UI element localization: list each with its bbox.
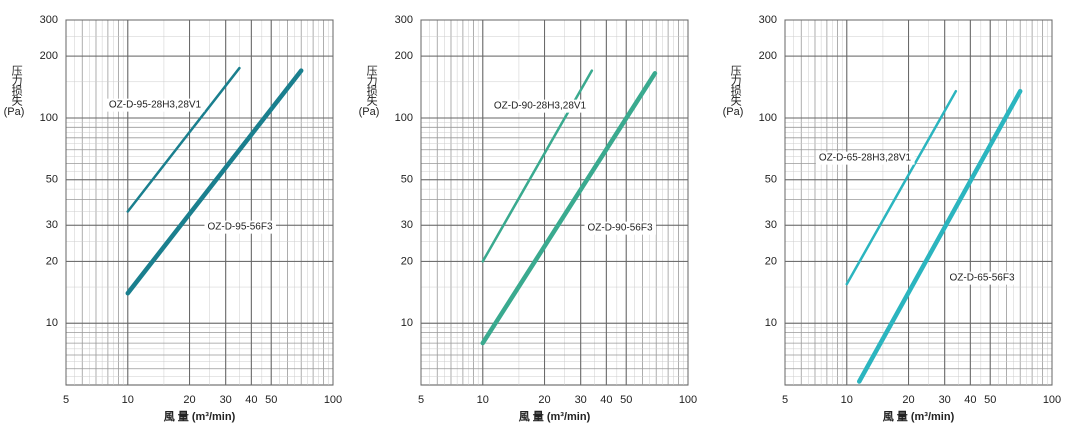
series-label-bg (584, 221, 656, 235)
x-axis-label: 風 量 (m³/min) (164, 410, 236, 423)
series-label: OZ-D-65-28H3,28V1 (819, 153, 912, 164)
series-line (480, 71, 658, 346)
y-tick-label: 100 (759, 112, 777, 124)
chart: 10 20 30 50 100 200 300 5 10 20 30 40 50 100 風 量 (m³/m… (359, 14, 698, 423)
x-tick-label: 100 (324, 394, 342, 406)
y-tick-label: 300 (395, 14, 413, 26)
series-label: OZ-D-90-56F3 (587, 223, 652, 234)
chart: 10 20 30 50 100 200 300 5 10 20 30 40 50 100 風 量 (m³/m… (723, 14, 1062, 423)
y-tick-label: 100 (40, 112, 58, 124)
x-tick-label: 40 (964, 394, 976, 406)
x-tick-label: 50 (620, 394, 632, 406)
y-tick-label: 10 (401, 317, 413, 329)
y-tick-label: 100 (395, 112, 413, 124)
y-tick-label: 30 (765, 219, 777, 231)
x-tick-label: 10 (122, 394, 134, 406)
y-axis-label: 压力损失 (365, 65, 378, 107)
series-line (845, 89, 958, 286)
x-tick-label: 100 (1043, 394, 1061, 406)
y-tick-label: 10 (46, 317, 58, 329)
x-tick-label: 5 (63, 394, 69, 406)
x-tick-label: 20 (902, 394, 914, 406)
series-label: OZ-D-65-56F3 (949, 273, 1014, 284)
y-tick-label: 300 (40, 14, 58, 26)
x-tick-label: 30 (939, 394, 951, 406)
y-axis-label: 压力损失 (10, 65, 23, 107)
x-tick-label: 30 (220, 394, 232, 406)
x-tick-label: 5 (418, 394, 424, 406)
y-axis-unit: (Pa) (359, 106, 380, 118)
plot-area (420, 19, 689, 386)
y-tick-label: 200 (759, 50, 777, 62)
x-tick-label: 40 (245, 394, 257, 406)
y-tick-label: 200 (40, 50, 58, 62)
y-tick-label: 20 (401, 255, 413, 267)
series-label-bg (490, 99, 590, 113)
x-axis-label: 風 量 (m³/min) (519, 410, 591, 423)
y-tick-label: 10 (765, 317, 777, 329)
y-tick-label: 50 (401, 174, 413, 186)
x-tick-label: 10 (477, 394, 489, 406)
x-axis-label: 風 量 (m³/min) (883, 410, 955, 423)
y-axis-unit: (Pa) (723, 106, 744, 118)
x-tick-label: 50 (984, 394, 996, 406)
y-tick-label: 300 (759, 14, 777, 26)
chart: 10 20 30 50 100 200 300 5 10 20 30 40 50 100 風 量 (m³/m… (4, 14, 343, 423)
x-tick-label: 20 (538, 394, 550, 406)
y-tick-label: 20 (46, 255, 58, 267)
series-label: OZ-D-95-28H3,28V1 (109, 100, 202, 111)
series-label: OZ-D-90-28H3,28V1 (494, 101, 587, 112)
series-label-bg (105, 98, 205, 112)
y-tick-label: 20 (765, 255, 777, 267)
series-line (126, 66, 241, 213)
x-tick-label: 100 (679, 394, 697, 406)
y-tick-label: 50 (765, 174, 777, 186)
series-label: OZ-D-95-56F3 (207, 222, 272, 233)
x-tick-label: 5 (782, 394, 788, 406)
series-line (856, 88, 1023, 384)
series-label-bg (204, 220, 276, 234)
plot-area (784, 19, 1053, 386)
series-line (125, 68, 304, 296)
y-tick-label: 50 (46, 174, 58, 186)
series-label-bg (815, 151, 915, 165)
x-tick-label: 10 (841, 394, 853, 406)
series-label-bg (946, 271, 1018, 285)
x-tick-label: 50 (265, 394, 277, 406)
y-tick-label: 30 (46, 219, 58, 231)
x-tick-label: 40 (600, 394, 612, 406)
y-axis-unit: (Pa) (4, 106, 25, 118)
y-tick-label: 30 (401, 219, 413, 231)
y-tick-label: 200 (395, 50, 413, 62)
y-axis-label: 压力损失 (729, 65, 742, 107)
x-tick-label: 30 (575, 394, 587, 406)
x-tick-label: 20 (183, 394, 195, 406)
